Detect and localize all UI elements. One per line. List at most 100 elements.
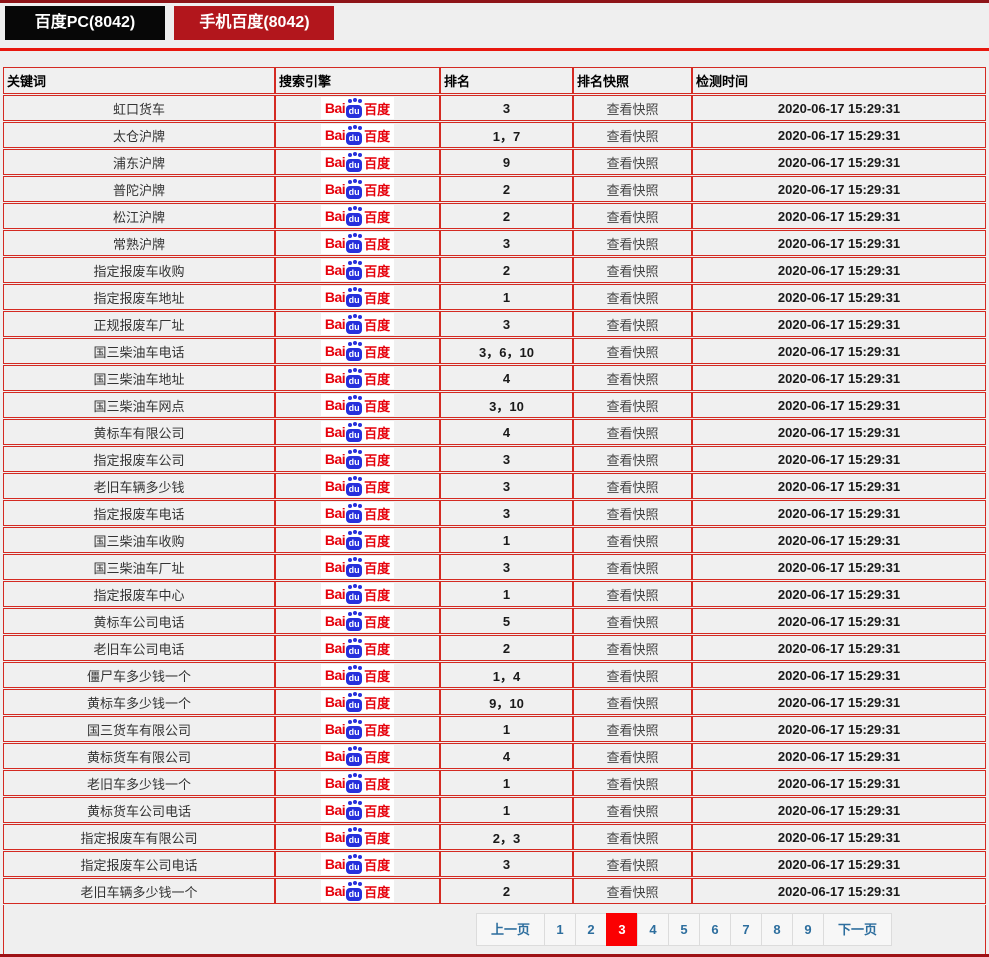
- view-snapshot-link[interactable]: 查看快照: [606, 128, 659, 144]
- view-snapshot-link[interactable]: 查看快照: [606, 830, 659, 846]
- view-snapshot-link[interactable]: 查看快照: [606, 560, 659, 576]
- pagination-page-button[interactable]: 1: [543, 913, 576, 946]
- pagination-page-button[interactable]: 7: [729, 913, 762, 946]
- baidu-paw-icon: du: [346, 152, 363, 172]
- header-time: 检测时间: [692, 67, 986, 94]
- view-snapshot-link[interactable]: 查看快照: [606, 506, 659, 522]
- baidu-logo-bai-text: Bai: [324, 316, 346, 332]
- view-snapshot-link[interactable]: 查看快照: [606, 614, 659, 630]
- time-value: 2020-06-17 15:29:31: [777, 343, 901, 359]
- time-cell: 2020-06-17 15:29:31: [692, 635, 986, 661]
- pagination-next-button[interactable]: 下一页: [822, 913, 892, 946]
- view-snapshot-link[interactable]: 查看快照: [606, 722, 659, 738]
- time-value: 2020-06-17 15:29:31: [777, 559, 901, 575]
- keyword-cell: 老旧车公司电话: [3, 635, 275, 661]
- table-row: 黄标货车公司电话 Bai du 百度 1 查看快照 2020-06-17 15:…: [3, 797, 986, 823]
- keyword-text: 指定报废车电话: [93, 506, 185, 522]
- pagination-page-button[interactable]: 6: [698, 913, 731, 946]
- view-snapshot-link[interactable]: 查看快照: [606, 695, 659, 711]
- view-snapshot-link[interactable]: 查看快照: [606, 182, 659, 198]
- pagination-page-button[interactable]: 4: [636, 913, 669, 946]
- baidu-paw-icon: du: [346, 503, 363, 523]
- baidu-logo-cn-text: 百度: [364, 290, 391, 306]
- time-cell: 2020-06-17 15:29:31: [692, 284, 986, 310]
- view-snapshot-link[interactable]: 查看快照: [606, 641, 659, 657]
- engine-cell: Bai du 百度: [275, 95, 440, 121]
- time-cell: 2020-06-17 15:29:31: [692, 878, 986, 904]
- pagination-page-button[interactable]: 9: [791, 913, 824, 946]
- time-value: 2020-06-17 15:29:31: [777, 181, 901, 197]
- baidu-paw-icon: du: [346, 476, 363, 496]
- rank-value: 2: [502, 262, 511, 278]
- table-row: 国三柴油车地址 Bai du 百度 4 查看快照 2020-06-17 15:2…: [3, 365, 986, 391]
- pagination-page-button[interactable]: 2: [574, 913, 607, 946]
- baidu-paw-toes: [348, 99, 353, 103]
- engine-cell: Bai du 百度: [275, 203, 440, 229]
- view-snapshot-link[interactable]: 查看快照: [606, 371, 659, 387]
- rank-value: 4: [502, 370, 511, 386]
- pagination-page-button[interactable]: 8: [760, 913, 793, 946]
- baidu-logo-cn-text: 百度: [364, 668, 391, 684]
- time-value: 2020-06-17 15:29:31: [777, 856, 901, 872]
- view-snapshot-link[interactable]: 查看快照: [606, 101, 659, 117]
- view-snapshot-link[interactable]: 查看快照: [606, 749, 659, 765]
- snapshot-cell: 查看快照: [573, 581, 692, 607]
- view-snapshot-link[interactable]: 查看快照: [606, 263, 659, 279]
- view-snapshot-link[interactable]: 查看快照: [606, 533, 659, 549]
- view-snapshot-link[interactable]: 查看快照: [606, 776, 659, 792]
- tab-baidu-pc[interactable]: 百度PC(8042): [5, 6, 165, 40]
- view-snapshot-link[interactable]: 查看快照: [606, 398, 659, 414]
- rank-value: 5: [502, 613, 511, 629]
- time-value: 2020-06-17 15:29:31: [777, 262, 901, 278]
- baidu-logo: Bai du 百度: [320, 556, 395, 578]
- baidu-logo-bai-text: Bai: [324, 640, 346, 656]
- view-snapshot-link[interactable]: 查看快照: [606, 452, 659, 468]
- engine-cell: Bai du 百度: [275, 851, 440, 877]
- rank-value: 2，3: [492, 830, 521, 846]
- rank-value: 2: [502, 208, 511, 224]
- view-snapshot-link[interactable]: 查看快照: [606, 668, 659, 684]
- tab-baidu-mobile[interactable]: 手机百度(8042): [174, 6, 335, 40]
- view-snapshot-link[interactable]: 查看快照: [606, 236, 659, 252]
- view-snapshot-link[interactable]: 查看快照: [606, 209, 659, 225]
- view-snapshot-link[interactable]: 查看快照: [606, 857, 659, 873]
- baidu-logo-cn-text: 百度: [364, 533, 391, 549]
- time-value: 2020-06-17 15:29:31: [777, 694, 901, 710]
- view-snapshot-link[interactable]: 查看快照: [606, 587, 659, 603]
- snapshot-cell: 查看快照: [573, 608, 692, 634]
- view-snapshot-link[interactable]: 查看快照: [606, 344, 659, 360]
- baidu-logo-cn-text: 百度: [364, 398, 391, 414]
- snapshot-cell: 查看快照: [573, 446, 692, 472]
- baidu-paw-toes: [348, 774, 353, 778]
- keyword-text: 常熟沪牌: [112, 236, 165, 252]
- pagination-prev-button[interactable]: 上一页: [475, 913, 545, 946]
- pagination-page-button[interactable]: 3: [605, 913, 638, 946]
- view-snapshot-link[interactable]: 查看快照: [606, 290, 659, 306]
- time-cell: 2020-06-17 15:29:31: [692, 149, 986, 175]
- pagination-page-button[interactable]: 5: [667, 913, 700, 946]
- baidu-paw-du-text: du: [346, 375, 363, 388]
- baidu-logo: Bai du 百度: [320, 448, 395, 470]
- keyword-text: 老旧车公司电话: [93, 641, 185, 657]
- baidu-paw-icon: du: [346, 638, 363, 658]
- keyword-text: 指定报废车公司电话: [80, 857, 198, 873]
- view-snapshot-link[interactable]: 查看快照: [606, 425, 659, 441]
- keyword-cell: 国三柴油车网点: [3, 392, 275, 418]
- view-snapshot-link[interactable]: 查看快照: [606, 155, 659, 171]
- keyword-text: 国三柴油车网点: [93, 398, 185, 414]
- keyword-text: 国三柴油车电话: [93, 344, 185, 360]
- view-snapshot-link[interactable]: 查看快照: [606, 317, 659, 333]
- time-value: 2020-06-17 15:29:31: [777, 721, 901, 737]
- time-cell: 2020-06-17 15:29:31: [692, 311, 986, 337]
- rank-cell: 3: [440, 95, 573, 121]
- view-snapshot-link[interactable]: 查看快照: [606, 803, 659, 819]
- table-row: 浦东沪牌 Bai du 百度 9 查看快照 2020-06-17 15:29:3…: [3, 149, 986, 175]
- table-row: 指定报废车收购 Bai du 百度 2 查看快照 2020-06-17 15:2…: [3, 257, 986, 283]
- rank-cell: 2: [440, 203, 573, 229]
- snapshot-cell: 查看快照: [573, 662, 692, 688]
- baidu-logo-bai-text: Bai: [324, 721, 346, 737]
- view-snapshot-link[interactable]: 查看快照: [606, 884, 659, 900]
- time-value: 2020-06-17 15:29:31: [777, 802, 901, 818]
- rank-value: 3: [502, 316, 511, 332]
- view-snapshot-link[interactable]: 查看快照: [606, 479, 659, 495]
